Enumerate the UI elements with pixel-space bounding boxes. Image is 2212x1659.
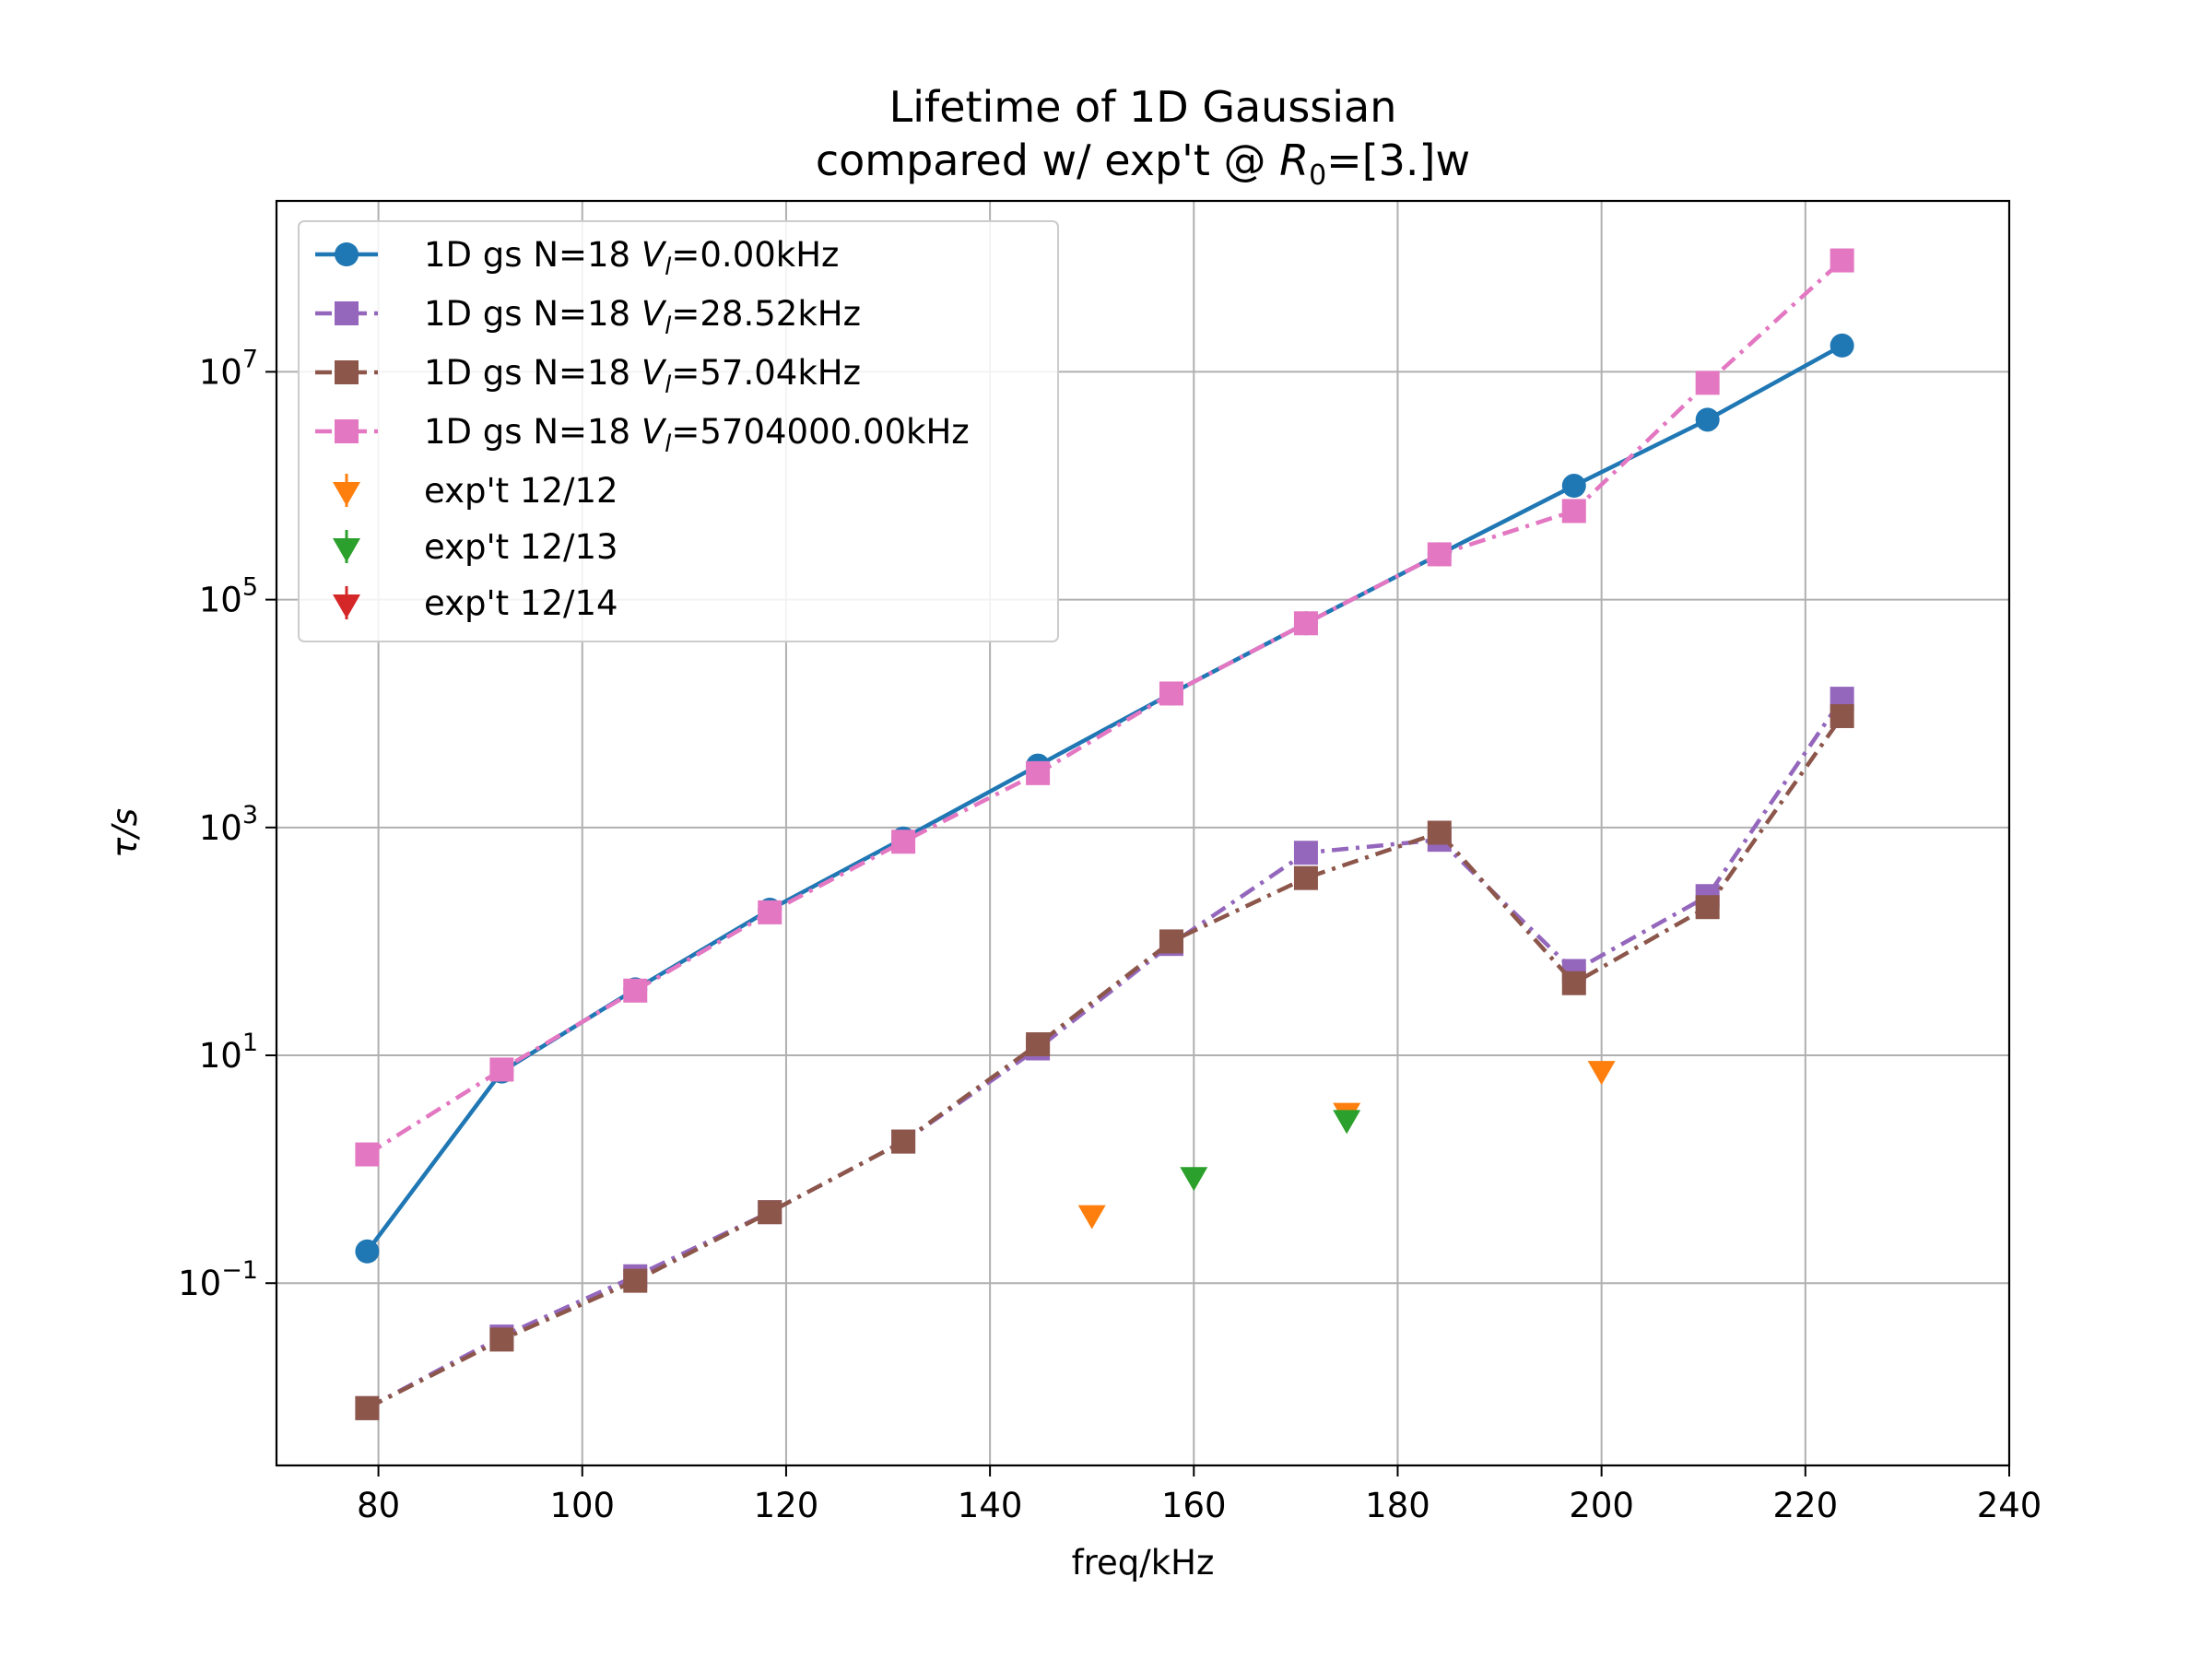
chart-title-tail: =[3.]w xyxy=(1326,135,1470,185)
legend-entry-series-3: 1D gs N=18 Vl=57.04kHz xyxy=(315,353,861,399)
y-tick-label: 103 xyxy=(199,801,258,848)
series-point xyxy=(1830,248,1854,273)
x-tick-label: 80 xyxy=(357,1486,400,1525)
experiment-point xyxy=(1180,1167,1208,1192)
series-point xyxy=(1830,703,1854,728)
data-series xyxy=(355,248,1854,1420)
legend-marker xyxy=(335,301,359,325)
legend-label: 1D gs N=18 Vl=5704000.00kHz xyxy=(424,412,970,458)
legend-items: 1D gs N=18 Vl=0.00kHz 1D gs N=18 Vl=28.52… xyxy=(315,235,970,623)
experiment-points xyxy=(1077,1061,1616,1230)
series-point xyxy=(1293,611,1318,636)
series-point xyxy=(1293,865,1318,890)
series-point xyxy=(1561,499,1586,524)
series-line xyxy=(366,697,1844,1410)
series-point xyxy=(891,1129,916,1154)
series-point xyxy=(891,830,916,854)
series-point xyxy=(355,1395,380,1420)
legend-label: 1D gs N=18 Vl=0.00kHz xyxy=(424,235,839,281)
x-axis-label: freq/kHz xyxy=(1072,1543,1215,1583)
series-point xyxy=(355,1142,380,1167)
chart-title-line-2: compared w/ exp't @ R0=[3.]w xyxy=(816,135,1470,192)
legend-entry-experiment-3: exp't 12/14 xyxy=(333,583,618,623)
experiment-point xyxy=(1077,1205,1106,1230)
series-point xyxy=(1026,760,1051,785)
x-tick-label: 120 xyxy=(754,1486,819,1525)
legend-label: exp't 12/13 xyxy=(424,527,618,567)
legend-label: 1D gs N=18 Vl=28.52kHz xyxy=(424,294,861,340)
legend-label: exp't 12/14 xyxy=(424,583,618,623)
chart-title-main: compared w/ exp't @ xyxy=(816,135,1279,185)
legend-entry-experiment-2: exp't 12/13 xyxy=(333,527,618,567)
series-point xyxy=(758,900,782,924)
y-axis-ticks: 10−1 101 103 105 107 xyxy=(178,345,276,1303)
x-tick-label: 160 xyxy=(1161,1486,1227,1525)
experiment-point xyxy=(1587,1061,1616,1086)
series-point xyxy=(1293,841,1318,865)
legend-marker xyxy=(335,242,359,266)
legend-label: 1D gs N=18 Vl=57.04kHz xyxy=(424,353,861,399)
series-point xyxy=(355,1239,380,1264)
legend-marker xyxy=(335,419,359,443)
series-point xyxy=(489,1057,514,1082)
x-tick-label: 240 xyxy=(1977,1486,2042,1525)
series-point xyxy=(1561,474,1586,499)
legend-entry-series-4: 1D gs N=18 Vl=5704000.00kHz xyxy=(315,412,970,458)
series-point xyxy=(1561,971,1586,995)
y-axis-label: τ/s xyxy=(105,808,145,858)
x-tick-label: 140 xyxy=(958,1486,1023,1525)
chart-title-symbol: R xyxy=(1279,135,1309,185)
plot-frame xyxy=(275,199,2011,1467)
legend-marker xyxy=(335,360,359,384)
x-tick-label: 180 xyxy=(1365,1486,1430,1525)
legend: 1D gs N=18 Vl=0.00kHz 1D gs N=18 Vl=28.52… xyxy=(298,220,1059,642)
y-tick-label: 10−1 xyxy=(178,1256,258,1303)
series-point xyxy=(758,1200,782,1225)
series-point xyxy=(1427,542,1452,567)
x-axis-ticks: 80 100 120 140 160 180 200 220 240 xyxy=(357,1465,2041,1525)
series-point xyxy=(623,1268,648,1293)
experiment-point xyxy=(1333,1110,1361,1135)
x-tick-label: 200 xyxy=(1569,1486,1634,1525)
legend-box xyxy=(298,220,1059,642)
legend-entry-experiment-1: exp't 12/12 xyxy=(333,471,618,511)
y-tick-label: 107 xyxy=(199,345,258,392)
series-4 xyxy=(355,248,1854,1167)
chart-title-subscript: 0 xyxy=(1309,159,1326,192)
x-tick-label: 100 xyxy=(549,1486,615,1525)
series-line xyxy=(366,714,1844,1410)
legend-entry-series-2: 1D gs N=18 Vl=28.52kHz xyxy=(315,294,861,340)
y-tick-label: 105 xyxy=(199,573,258,620)
series-point xyxy=(1695,371,1720,395)
y-tick-label: 101 xyxy=(199,1029,258,1076)
chart-title-line-1: Lifetime of 1D Gaussian xyxy=(889,82,1397,132)
series-point xyxy=(623,978,648,1003)
series-point xyxy=(489,1327,514,1352)
series-line xyxy=(366,258,1844,1157)
series-point xyxy=(1026,1032,1051,1057)
legend-entry-series-1: 1D gs N=18 Vl=0.00kHz xyxy=(315,235,839,281)
series-point xyxy=(1830,333,1854,358)
x-tick-label: 220 xyxy=(1773,1486,1839,1525)
series-point xyxy=(1695,407,1720,432)
series-3 xyxy=(355,703,1854,1420)
series-point xyxy=(1695,895,1720,920)
experiment-2 xyxy=(1180,1110,1361,1192)
series-point xyxy=(1159,929,1183,954)
series-point xyxy=(1427,820,1452,845)
series-point xyxy=(1159,681,1183,706)
legend-label: exp't 12/12 xyxy=(424,471,618,511)
